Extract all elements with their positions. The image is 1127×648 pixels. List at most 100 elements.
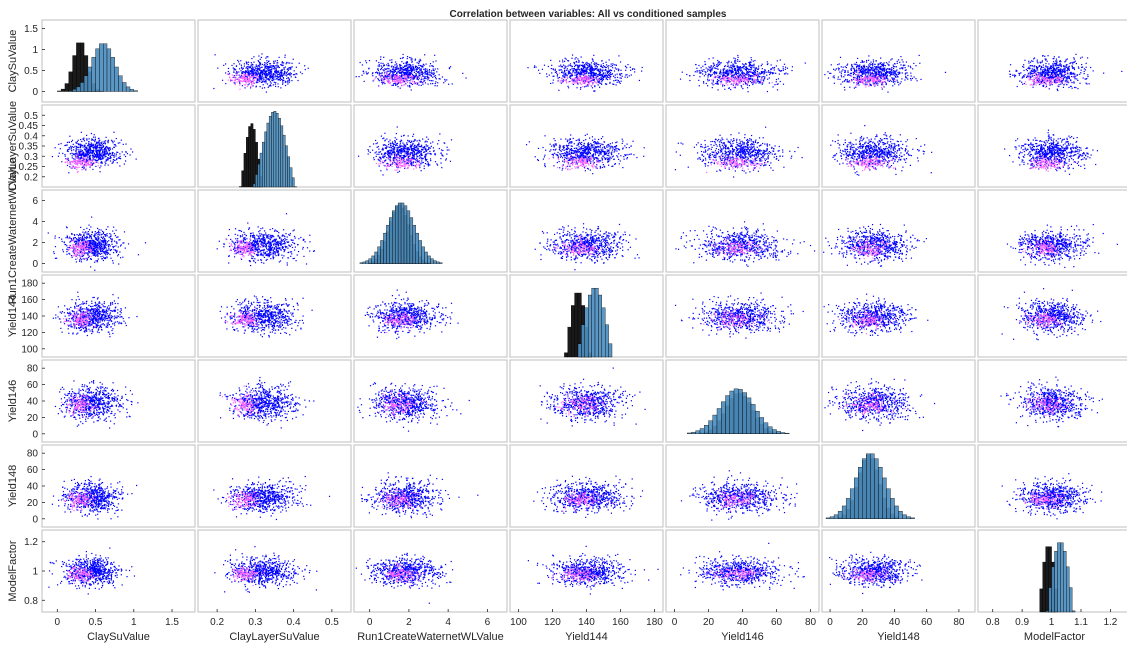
scatter-point: [419, 69, 421, 71]
scatter-point: [588, 72, 590, 74]
scatter-point: [268, 68, 270, 70]
scatter-point: [261, 66, 263, 69]
scatter-point: [379, 74, 381, 77]
scatter-point: [405, 83, 407, 85]
scatter-point: [240, 76, 242, 78]
scatter-point: [748, 71, 750, 73]
scatter-point: [1063, 64, 1065, 67]
scatter-point: [856, 64, 859, 66]
scatter-point: [401, 84, 403, 86]
scatter-point: [862, 82, 864, 84]
scatter-point: [1031, 74, 1033, 76]
scatter-point: [368, 59, 371, 62]
scatter-point: [383, 79, 385, 81]
scatter-point: [254, 73, 256, 76]
scatter-point: [251, 80, 253, 82]
scatter-point: [1071, 87, 1073, 89]
scatter-point: [421, 70, 423, 73]
scatter-point: [745, 69, 748, 71]
scatter-point: [413, 76, 415, 78]
scatter-point: [718, 77, 720, 79]
scatter-point: [744, 83, 747, 85]
scatter-point: [255, 74, 257, 76]
scatter-point: [273, 73, 275, 75]
scatter-point: [734, 67, 737, 70]
scatter-point: [1052, 75, 1055, 77]
scatter-point: [573, 80, 575, 82]
scatter-point: [566, 77, 568, 79]
scatter-point: [596, 82, 598, 84]
scatter-point: [250, 65, 252, 68]
scatter-point: [418, 60, 420, 62]
scatter-point: [710, 65, 712, 67]
scatter-point: [391, 80, 394, 82]
scatter-point: [1066, 72, 1069, 74]
scatter-point: [402, 79, 404, 81]
scatter-point: [403, 68, 405, 70]
scatter-point: [607, 74, 609, 76]
scatter-point: [755, 67, 758, 69]
scatter-point: [1055, 80, 1057, 82]
scatter-point: [1077, 66, 1079, 68]
scatter-point: [239, 82, 241, 84]
scatter-point: [93, 155, 95, 158]
scatter-point: [581, 77, 583, 79]
scatter-point: [411, 69, 414, 71]
scatter-point: [1033, 66, 1035, 68]
scatter-point: [415, 82, 417, 84]
scatter-point: [231, 76, 234, 79]
scatter-point: [562, 72, 564, 74]
scatter-point: [275, 70, 277, 72]
scatter-point: [250, 85, 252, 88]
scatter-point: [881, 64, 883, 66]
scatter-point: [1064, 82, 1066, 84]
scatter-point: [750, 57, 752, 59]
scatter-point: [883, 71, 885, 73]
scatter-point: [699, 76, 701, 78]
scatter-point: [602, 65, 605, 67]
scatter-point: [910, 79, 912, 81]
scatter-point: [589, 75, 591, 78]
scatter-point: [868, 69, 870, 72]
scatter-point: [753, 63, 755, 65]
scatter-point: [1050, 81, 1052, 83]
scatter-point: [389, 82, 391, 84]
scatter-point: [902, 68, 904, 70]
scatter-point: [1052, 69, 1055, 72]
scatter-point: [884, 67, 886, 69]
scatter-point: [1033, 82, 1035, 84]
scatter-point: [434, 85, 436, 87]
scatter-point: [397, 70, 399, 72]
scatter-point: [875, 77, 877, 79]
scatter-point: [1042, 55, 1044, 57]
scatter-point: [1038, 72, 1040, 74]
scatter-point: [75, 156, 77, 158]
scatter-point: [269, 76, 271, 78]
scatter-point: [560, 64, 562, 66]
scatter-point: [893, 66, 895, 68]
scatter-point: [284, 54, 286, 56]
scatter-point: [421, 65, 423, 67]
scatter-point: [700, 71, 702, 74]
scatter-point: [586, 68, 588, 70]
scatter-series-conditioned: [1024, 71, 1074, 89]
scatter-point: [290, 68, 292, 70]
scatter-point: [730, 71, 732, 74]
scatter-point: [258, 64, 260, 67]
scatter-point: [109, 157, 111, 160]
scatter-point: [758, 76, 760, 78]
scatter-point: [876, 80, 878, 82]
scatter-point: [732, 63, 734, 65]
scatter-point: [861, 72, 863, 74]
scatter-point: [1057, 77, 1059, 79]
scatter-point: [249, 73, 251, 75]
scatter-point: [97, 156, 99, 159]
scatter-point: [873, 85, 875, 87]
scatter-point: [416, 68, 418, 71]
scatter-point: [578, 65, 581, 67]
scatter-point: [418, 72, 420, 75]
scatter-point: [275, 78, 277, 80]
scatter-point: [411, 75, 413, 77]
scatter-point: [244, 72, 246, 74]
scatter-point: [860, 71, 862, 73]
